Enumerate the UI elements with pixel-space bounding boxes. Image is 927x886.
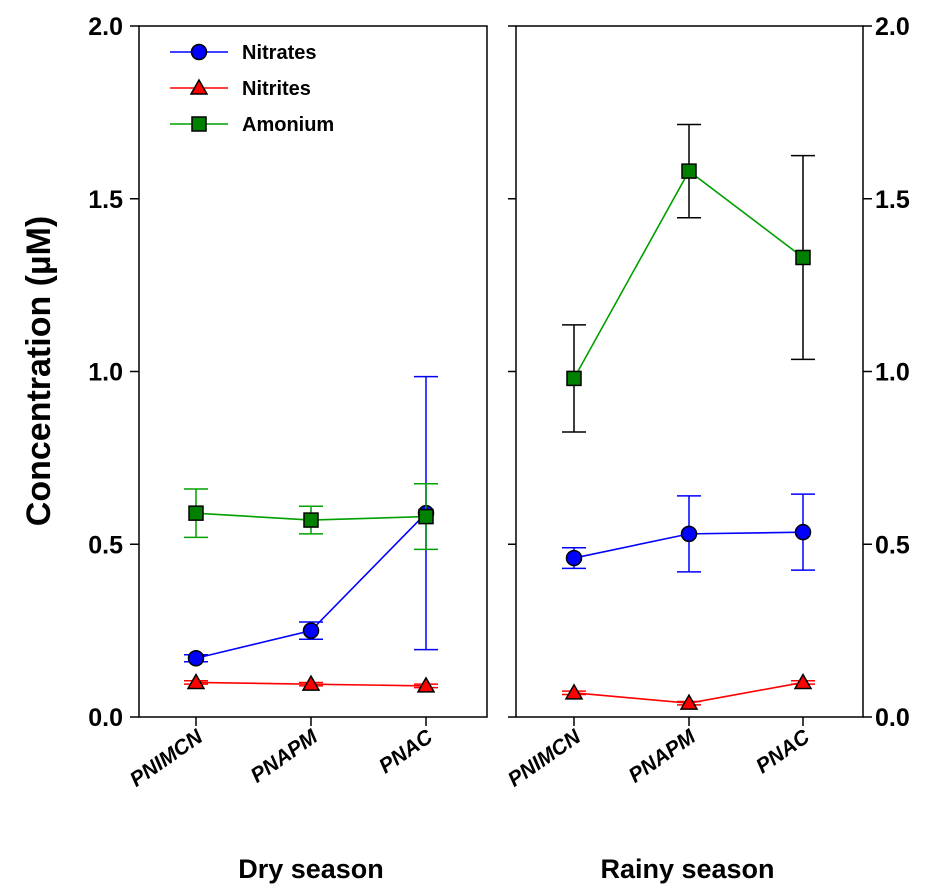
- data-point: [565, 549, 583, 567]
- data-point: [302, 622, 320, 639]
- legend-label: Nitrites: [242, 78, 311, 100]
- data-point: [564, 683, 584, 700]
- legend-marker: [189, 78, 209, 95]
- legend-item: Nitrites: [170, 78, 311, 100]
- series-amonium: [184, 483, 438, 551]
- y-axis-label: Concentration (µM): [20, 216, 58, 526]
- x-tick-label: PNAC: [752, 725, 815, 778]
- data-point: [186, 672, 206, 690]
- y-tick-label: 1.5: [875, 186, 910, 214]
- data-point: [566, 370, 582, 387]
- data-point: [187, 650, 205, 667]
- y-tick-label: 2.0: [88, 13, 123, 41]
- data-point: [303, 512, 319, 528]
- legend-label: Amonium: [242, 114, 334, 136]
- data-point: [188, 505, 204, 521]
- data-point: [418, 508, 434, 525]
- series-amonium: [562, 123, 815, 433]
- x-tick-label: PNAPM: [625, 725, 701, 788]
- y-tick-label: 1.0: [875, 359, 910, 387]
- data-point: [681, 163, 697, 179]
- x-tick-label: PNAPM: [247, 725, 323, 788]
- y-tick-label: 0.5: [88, 531, 123, 559]
- series-nitrates: [562, 493, 815, 573]
- y-tick-label: 0.0: [875, 704, 910, 732]
- series-nitrites: [184, 672, 438, 693]
- y-tick-label: 1.0: [88, 359, 123, 387]
- data-point: [793, 672, 813, 690]
- y-tick-label: 0.0: [88, 704, 123, 732]
- x-tick-label: PNIMCN: [504, 725, 586, 792]
- y-tick-label: 0.5: [875, 531, 910, 559]
- data-point: [679, 693, 699, 710]
- panel-dry-season: 0.0 0.5 1.0 1.5 2.0 PNIMCN PNAPM PNAC Dry season: [88, 13, 488, 884]
- chart-panels: 0.0 0.5 1.0 1.5 2.0 PNIMCN PNAPM PNAC Dry season…: [88, 13, 910, 884]
- legend-item: Nitrates: [170, 42, 316, 64]
- data-point: [416, 676, 436, 693]
- legend: Nitrates Nitrites Amonium: [170, 42, 334, 136]
- y-tick-label: 2.0: [875, 13, 910, 41]
- data-point: [680, 525, 698, 543]
- y-tick-label: 1.5: [88, 186, 123, 214]
- x-tick-label: PNIMCN: [126, 725, 208, 792]
- panel-rainy-season: 0.0 0.5 1.0 1.5 2.0 PNIMCN PNAPM PNAC Rainy seas…: [504, 13, 910, 884]
- legend-item: Amonium: [170, 114, 334, 136]
- series-nitrites: [562, 672, 815, 710]
- data-point: [301, 674, 321, 691]
- data-point: [795, 249, 811, 266]
- data-point: [794, 523, 812, 541]
- legend-marker: [190, 43, 208, 61]
- panel-title: Rainy season: [600, 854, 774, 884]
- panel-title: Dry season: [238, 854, 384, 884]
- legend-label: Nitrates: [242, 42, 316, 64]
- legend-marker: [191, 116, 207, 132]
- x-tick-label: PNAC: [375, 725, 438, 778]
